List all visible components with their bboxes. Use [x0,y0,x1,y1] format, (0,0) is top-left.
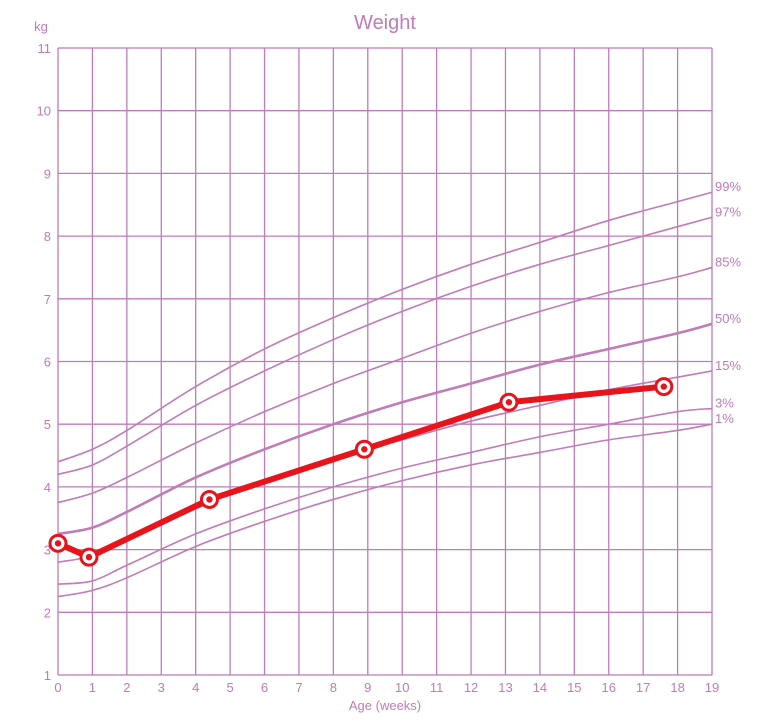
centile-label: 3% [715,396,734,411]
x-tick-label: 1 [89,680,96,695]
x-tick-label: 12 [464,680,478,695]
x-tick-label: 6 [261,680,268,695]
centile-curve [57,216,713,476]
centile-curve [57,370,713,563]
x-tick-label: 5 [226,680,233,695]
measurement-point-dot [505,399,513,406]
x-tick-label: 9 [364,680,371,695]
centile-curve [57,191,713,463]
y-tick-label: 4 [44,480,51,495]
x-tick-label: 16 [602,680,616,695]
centile-curve [57,266,713,504]
x-tick-label: 11 [430,680,444,695]
x-tick-label: 18 [670,680,684,695]
centile-curve [57,407,713,585]
x-tick-label: 14 [533,680,547,695]
x-tick-label: 17 [636,680,650,695]
x-tick-label: 13 [498,680,512,695]
y-tick-label: 6 [44,355,51,370]
centile-curves [57,191,713,598]
y-tick-label: 2 [44,605,51,620]
centile-labels: 99% 97% 85% 50% 15% 3%1% [715,179,741,426]
x-tick-label: 3 [158,680,165,695]
y-tick-label: 7 [44,292,51,307]
measurement-line [55,383,667,561]
measurement-series [48,377,674,567]
y-tick-label: 9 [44,166,51,181]
y-tick-labels: 1 2 3 4 5 6 7 8 9 10 11 [37,41,51,683]
centile-label: 1% [715,411,734,426]
y-tick-label: 11 [38,41,52,56]
y-tick-label: 3 [44,543,51,558]
measurement-point-dot [660,383,668,390]
x-tick-label: 15 [567,680,581,695]
measurement-point-dot [361,446,368,453]
y-tick-label: 10 [37,104,51,119]
x-tick-label: 4 [192,680,199,695]
y-tick-label: 1 [44,668,51,683]
centile-label: 85% [715,254,741,269]
centile-label: 50% [715,311,741,326]
x-tick-label: 19 [705,680,719,695]
x-tick-label: 7 [295,680,302,695]
x-axis-label: Age (weeks) [349,698,421,713]
centile-label: 15% [715,358,741,373]
x-tick-label: 10 [395,680,409,695]
x-tick-labels: 0 1 2 3 4 5 6 7 8 9 10 11 12 13 14 15 16 17 18 19 [54,680,719,695]
y-axis-label: kg [34,19,48,34]
y-tick-label: 8 [44,229,51,244]
centile-label: 97% [715,204,741,219]
centile-label: 99% [715,179,741,194]
measurement-point-dot [54,540,62,547]
x-tick-label: 0 [54,680,61,695]
chart-title: Weight [354,12,416,34]
centile-curve [57,322,713,536]
y-tick-label: 5 [44,417,51,432]
measurement-point-dot [206,496,213,503]
x-tick-label: 2 [123,680,130,695]
measurement-point-dot [85,553,93,561]
centile-curve [57,423,713,598]
grid-lines [57,47,713,676]
x-tick-label: 8 [330,680,337,695]
